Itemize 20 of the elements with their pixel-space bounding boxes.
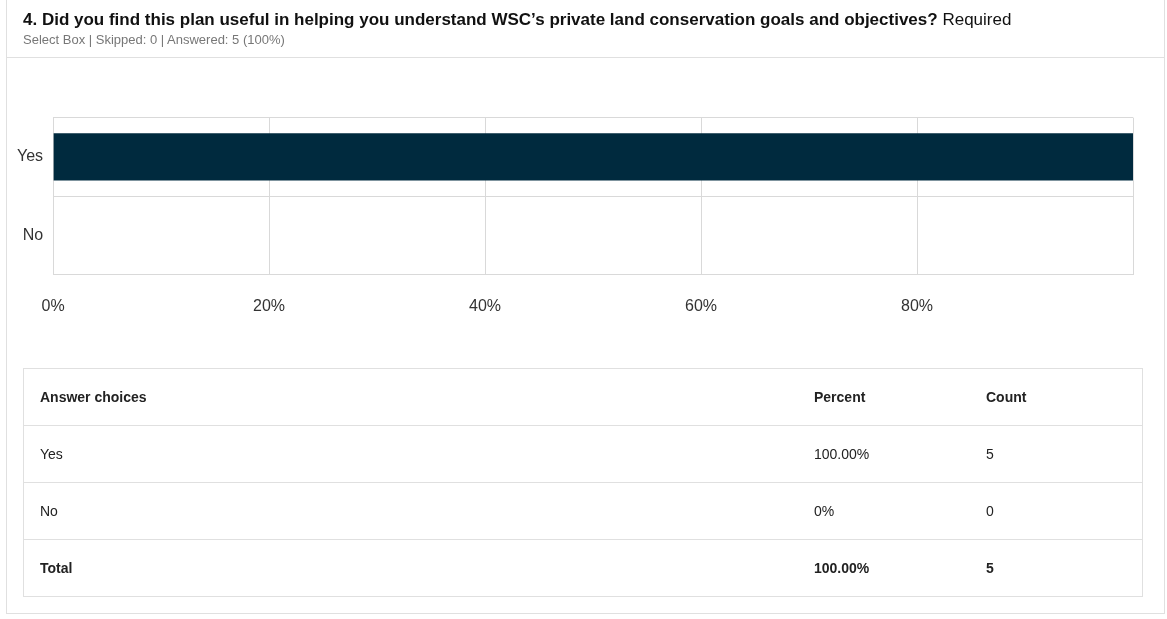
category-label: No (40, 503, 58, 519)
x-tick-label: 80% (901, 296, 934, 314)
text: Answer choices (39, 388, 148, 407)
chart-title: 4. Did you find this plan useful in helping you understand WSC’s private land conservation goals and objectives? (23, 10, 938, 29)
chart-subtitle: Select Box | Skipped: 0 | Answered: 5 (100%) (23, 32, 286, 47)
text: 0 (970, 482, 1143, 540)
text: Total (23, 539, 798, 597)
text: 5 (970, 539, 1143, 597)
text: 100.00% (798, 425, 970, 483)
x-tick-label: 60% (685, 296, 718, 314)
text: 0% (798, 482, 970, 540)
text: 100.00% (798, 539, 970, 597)
text: Required (942, 10, 1012, 29)
text: Percent (813, 388, 867, 407)
category-label: Yes (40, 446, 63, 462)
text: 5 (970, 425, 1143, 483)
x-tick-label: 40% (469, 296, 502, 314)
text: Count (985, 388, 1028, 407)
x-tick-label: 20% (253, 296, 286, 314)
x-tick-label: 0% (41, 296, 65, 314)
